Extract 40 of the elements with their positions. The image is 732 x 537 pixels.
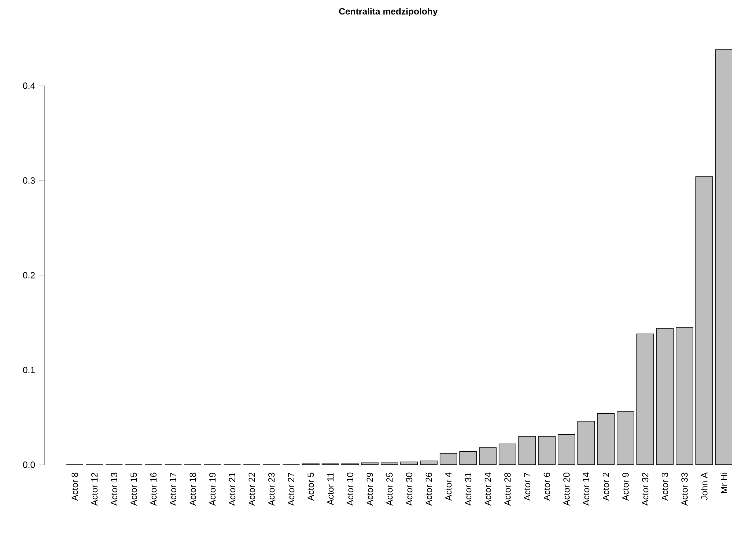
x-tick-label: Actor 7 — [524, 472, 531, 502]
x-tick-label: Actor 11 — [328, 472, 334, 506]
x-tick-label: Actor 33 — [682, 472, 688, 506]
x-tick-label: Actor 14 — [583, 472, 590, 506]
x-tick-label: Actor 15 — [130, 472, 138, 506]
x-tick-label: Actor 5 — [308, 472, 314, 502]
x-tick-label: Actor 9 — [622, 472, 629, 502]
x-tick-label: Actor 28 — [504, 472, 511, 506]
x-tick-label: Actor 26 — [426, 472, 432, 506]
x-tick-label: Actor 32 — [642, 472, 649, 506]
x-tick-label: Actor 2 — [602, 472, 610, 502]
y-tick-label: 0.4 — [23, 82, 36, 90]
x-tick-label: Actor 29 — [366, 472, 374, 506]
x-tick-label: Actor 3 — [662, 472, 668, 502]
x-tick-label: Actor 6 — [544, 472, 550, 502]
x-tick-label: Mr Hi — [720, 473, 728, 494]
y-tick-label: 0.2 — [23, 272, 36, 279]
x-tick-label: Actor 4 — [446, 472, 452, 502]
x-tick-label: John A — [701, 472, 708, 500]
x-tick-label: Actor 22 — [248, 472, 256, 506]
x-tick-label: Actor 18 — [190, 472, 196, 506]
x-tick-label: Actor 21 — [229, 472, 236, 506]
x-tick-label: Actor 23 — [268, 472, 275, 506]
x-tick-label: Actor 12 — [91, 472, 98, 506]
y-tick-label: 0.3 — [23, 178, 36, 184]
x-tick-label: Actor 30 — [406, 472, 413, 506]
x-tick-label: Actor 20 — [564, 472, 570, 506]
x-tick-label: Actor 8 — [72, 472, 78, 502]
x-tick-label: Actor 25 — [386, 472, 393, 506]
y-tick-label: 0.0 — [23, 462, 36, 468]
x-tick-label: Actor 16 — [150, 472, 157, 506]
x-tick-label: Actor 13 — [111, 472, 118, 506]
x-tick-label: Actor 27 — [288, 472, 295, 506]
x-tick-label: Actor 19 — [210, 472, 216, 506]
y-tick-label: 0.1 — [23, 367, 36, 374]
x-tick-label: Actor 10 — [347, 472, 354, 506]
chart-title: Centralita medzipolohy — [339, 8, 438, 17]
x-tick-label: Actor 17 — [170, 472, 176, 506]
x-tick-label: Actor 31 — [465, 472, 472, 506]
x-tick-label: Actor 24 — [484, 472, 492, 506]
